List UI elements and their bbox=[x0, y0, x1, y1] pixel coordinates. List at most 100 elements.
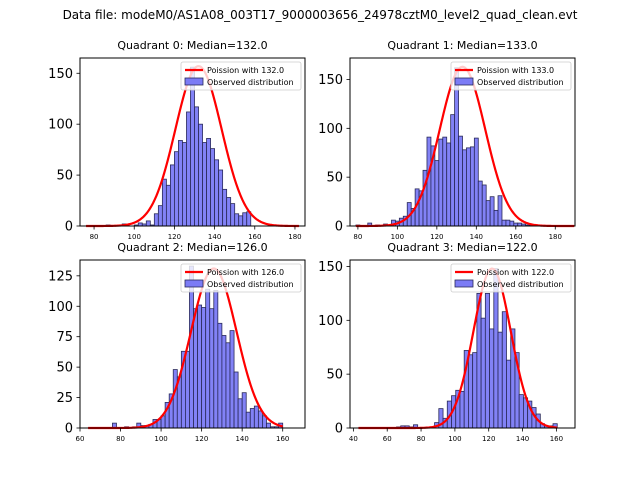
legend: Poission with 132.0 Observed distribution bbox=[180, 61, 302, 91]
axes-frame bbox=[79, 259, 306, 429]
x-tick-label: 80 bbox=[90, 233, 99, 241]
histogram-bar bbox=[213, 290, 219, 429]
x-tick-label: 100 bbox=[448, 435, 461, 443]
histogram-bar bbox=[174, 151, 179, 227]
y-tick-label: 100 bbox=[318, 122, 343, 137]
y-tick-label: 75 bbox=[56, 330, 73, 345]
x-tick-label: 160 bbox=[509, 233, 522, 241]
histogram-bar bbox=[238, 215, 244, 227]
subplot-quadrant-0: Quadrant 0: Median=132.0 80 100 120 140 160 18… bbox=[48, 39, 306, 241]
histogram-bar bbox=[454, 67, 459, 227]
histogram-bar bbox=[473, 137, 479, 227]
histogram-bar bbox=[438, 138, 444, 227]
legend: Poission with 126.0 Observed distribution bbox=[180, 263, 302, 293]
y-tick-label: 0 bbox=[65, 220, 73, 235]
legend-label-poisson: Poission with 132.0 bbox=[207, 66, 284, 75]
histogram-bar bbox=[197, 304, 203, 429]
histogram-bar bbox=[218, 169, 224, 227]
legend-label-observed: Observed distribution bbox=[477, 280, 564, 289]
legend-label-observed: Observed distribution bbox=[477, 78, 564, 87]
histogram-bar bbox=[157, 205, 163, 227]
histogram-bar bbox=[225, 342, 231, 429]
legend-bar-swatch bbox=[454, 77, 474, 86]
x-tick-label: 120 bbox=[430, 233, 443, 241]
histogram-bar bbox=[462, 149, 467, 227]
legend-label-poisson: Poission with 126.0 bbox=[207, 268, 284, 277]
legend: Poission with 122.0 Observed distribution bbox=[450, 263, 572, 293]
legend-box bbox=[180, 61, 302, 91]
x-tick-label: 60 bbox=[383, 435, 392, 443]
x-tick-label: 140 bbox=[516, 435, 529, 443]
histogram-bar bbox=[434, 160, 440, 227]
histogram-bar bbox=[489, 196, 495, 227]
histogram-bar bbox=[222, 188, 228, 227]
histogram-bar bbox=[194, 106, 199, 227]
x-tick-label: 100 bbox=[391, 233, 404, 241]
histogram-bar bbox=[237, 398, 243, 429]
x-tick-label: 140 bbox=[235, 435, 248, 443]
histogram-bars bbox=[396, 268, 558, 429]
histogram-bar bbox=[459, 390, 465, 429]
x-tick-label: 80 bbox=[116, 435, 125, 443]
y-tick-label: 125 bbox=[48, 269, 73, 284]
x-tick-label: 120 bbox=[482, 435, 495, 443]
histogram-bar bbox=[233, 371, 239, 429]
axes-frame bbox=[349, 57, 576, 227]
histogram-bar bbox=[206, 138, 211, 227]
histogram-bar bbox=[501, 219, 507, 227]
histogram-bar bbox=[182, 142, 187, 227]
histogram-bar bbox=[186, 111, 191, 227]
histogram-bars bbox=[105, 66, 252, 227]
histogram-bar bbox=[226, 197, 232, 227]
histogram-bar bbox=[214, 159, 220, 227]
histogram-bar bbox=[193, 308, 198, 429]
subplot-title: Quadrant 2: Median=126.0 bbox=[117, 241, 267, 254]
legend-bar-swatch bbox=[184, 77, 204, 86]
legend-box bbox=[180, 263, 302, 293]
y-tick-label: 25 bbox=[56, 391, 73, 406]
histogram-bar bbox=[481, 184, 487, 227]
histogram-bar bbox=[497, 331, 503, 429]
legend-box bbox=[450, 61, 572, 91]
x-tick-label: 140 bbox=[208, 233, 221, 241]
histogram-bar bbox=[221, 335, 227, 429]
histogram-bar bbox=[506, 359, 512, 429]
x-tick-label: 160 bbox=[550, 435, 563, 443]
subplot-title: Quadrant 3: Median=122.0 bbox=[387, 241, 537, 254]
subplot-quadrant-3: Quadrant 3: Median=122.0 40 60 80 100 120 140 1… bbox=[318, 241, 576, 443]
histogram-bar bbox=[249, 408, 255, 429]
y-tick-label: 0 bbox=[65, 422, 73, 437]
legend-label-observed: Observed distribution bbox=[207, 78, 294, 87]
legend-label-poisson: Poission with 133.0 bbox=[477, 66, 554, 75]
histogram-bar bbox=[458, 135, 463, 227]
histogram-bar bbox=[493, 209, 499, 227]
histogram-bar bbox=[469, 146, 475, 227]
legend: Poission with 133.0 Observed distribution bbox=[450, 61, 572, 91]
histogram-bar bbox=[446, 142, 452, 227]
histogram-bar bbox=[442, 136, 448, 227]
histogram-bar bbox=[178, 140, 183, 227]
histogram-bar bbox=[209, 308, 215, 429]
histogram-bar bbox=[266, 422, 271, 429]
histogram-bar bbox=[230, 203, 236, 227]
x-tick-label: 180 bbox=[549, 233, 562, 241]
x-tick-label: 100 bbox=[128, 233, 141, 241]
histogram-bar bbox=[493, 268, 499, 429]
histogram-bar bbox=[477, 180, 483, 227]
y-tick-label: 150 bbox=[48, 67, 73, 82]
histogram-bar bbox=[241, 392, 247, 429]
histogram-bar bbox=[466, 147, 471, 227]
histogram-bar bbox=[489, 328, 495, 429]
histogram-bar bbox=[205, 288, 211, 429]
x-tick-label: 160 bbox=[248, 233, 261, 241]
subplot-quadrant-2: Quadrant 2: Median=126.0 60 80 100 120 140 160… bbox=[48, 241, 306, 443]
histogram-bar bbox=[253, 405, 259, 429]
histogram-bar bbox=[257, 410, 263, 429]
x-tick-label: 120 bbox=[168, 233, 181, 241]
x-tick-label: 140 bbox=[470, 233, 483, 241]
legend-label-poisson: Poission with 122.0 bbox=[477, 268, 554, 277]
y-tick-label: 50 bbox=[56, 169, 73, 184]
histogram-bar bbox=[480, 317, 486, 429]
histogram-bar bbox=[172, 369, 178, 429]
